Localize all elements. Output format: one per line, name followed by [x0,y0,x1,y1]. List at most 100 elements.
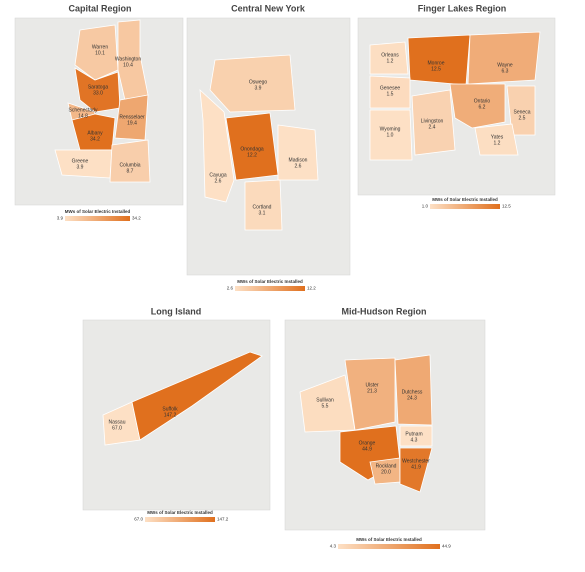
county-name: Seneca [514,109,531,115]
county-value: 10.4 [123,62,133,68]
county [344,357,396,431]
county-value: 12.5 [431,66,441,72]
county-name: Ontario [474,98,491,104]
county-value: 1.2 [387,58,394,64]
county [114,94,149,141]
county [199,88,235,203]
legend-title: MWs of Solar Electric Installed [356,537,422,542]
county-name: Westchester [402,458,430,464]
county-name: Putnam [405,431,422,437]
legend-title: MWs of Solar Electric Installed [237,279,303,284]
county [399,447,433,493]
county-name: Albany [87,130,103,136]
county-name: Oswego [249,79,268,85]
county [74,24,119,81]
county-name: Cayuga [209,172,226,178]
county-value: 1.5 [387,91,394,97]
county-value: 34.2 [90,136,100,142]
county-value: 2.6 [295,163,302,169]
county [277,124,319,181]
county-value: 14.8 [78,113,88,119]
legend-ramp [430,204,500,209]
county-name: Columbia [119,162,140,168]
county-name: Madison [289,157,308,163]
county [411,89,456,156]
county-name: Livingston [421,118,444,124]
legend-min: 1.0 [422,204,429,209]
county-name: Nassau [109,419,126,425]
region-title: Mid-Hudson Region [342,306,427,316]
region-title: Capital Region [68,3,131,13]
county-value: 6.2 [479,104,486,110]
county [369,41,409,75]
county [467,31,541,85]
legend-min: 4.3 [330,544,337,549]
county-name: Genesee [380,85,401,91]
county-name: Greene [72,158,89,164]
county-value: 10.1 [95,50,105,56]
county-name: Orleans [381,52,399,58]
county-name: Suffolk [162,406,178,412]
county-name: Orange [359,440,376,446]
county-value: 3.9 [77,164,84,170]
county-name: Wayne [497,62,513,68]
county [369,75,411,109]
county-name: Rensselaer [119,114,145,120]
county-value: 8.7 [127,168,134,174]
county [244,179,283,231]
county-value: 20.0 [381,469,391,475]
county-name: Yates [491,134,504,140]
legend-ramp [65,216,130,221]
county-name: Rockland [376,463,397,469]
county [474,123,519,156]
region-panel: Central New YorkOswego3.9Onondaga12.2Cay… [186,3,351,291]
county-value: 4.3 [411,437,418,443]
county-name: Monroe [428,60,445,66]
county-value: 147.2 [164,412,177,418]
legend-min: 3.9 [57,216,64,221]
county-value: 5.5 [322,403,329,409]
county-name: Dutchess [402,389,423,395]
county [71,113,116,151]
county-name: Cortland [253,204,272,210]
county-value: 2.4 [429,124,436,130]
legend-title: MWs of Solar Electric Installed [147,510,213,515]
county-value: 2.6 [215,178,222,184]
county [399,425,433,447]
region-title: Central New York [231,3,306,13]
legend-title: MWs of Solar Electric Installed [432,197,498,202]
legend-max: 34.2 [132,216,141,221]
legend-max: 147.2 [217,517,229,522]
county [449,83,506,129]
county-name: Warren [92,44,108,50]
legend-title: MWs of Solar Electric Installed [65,209,131,214]
county-value: 3.1 [259,210,266,216]
county-name: Schenectady [69,107,98,113]
county-name: Washington [115,56,141,62]
county-value: 41.9 [411,464,421,470]
county [209,54,296,113]
legend-max: 44.9 [442,544,451,549]
county-value: 33.0 [93,90,103,96]
county-name: Ulster [365,382,378,388]
county-value: 12.2 [247,152,257,158]
county-value: 67.0 [112,425,122,431]
legend-ramp [338,544,440,549]
region-title: Long Island [151,306,202,316]
county [506,85,536,136]
county-value: 21.3 [367,388,377,394]
legend-min: 67.0 [134,517,143,522]
county-value: 24.3 [407,395,417,401]
county-value: 19.4 [127,120,137,126]
county-value: 2.5 [519,115,526,121]
county [109,139,151,183]
county-value: 6.3 [502,68,509,74]
county-name: Sullivan [316,397,334,403]
county [394,354,433,426]
legend-max: 12.2 [307,286,316,291]
county-value: 44.9 [362,446,372,452]
county [131,351,263,441]
